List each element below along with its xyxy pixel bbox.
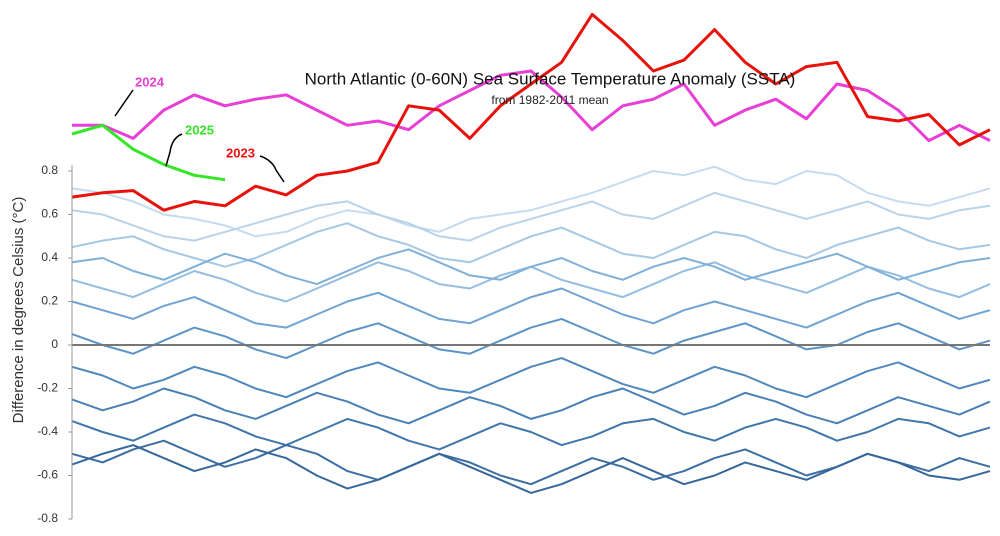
series-line [71,12,991,212]
series-line [71,248,991,286]
lines [71,12,991,494]
leader-line [165,133,183,167]
y-tick-label: -0.4 [37,424,58,438]
y-tick-label: -0.8 [37,511,58,525]
series-line [71,123,226,182]
series-line [72,69,991,143]
series-line [71,413,991,451]
annotation: 2023 [226,145,255,160]
chart-subtitle: from 1982-2011 mean [491,93,608,107]
series-line [71,165,991,238]
y-tick-label: 0 [51,337,58,351]
annotation: 2025 [185,122,214,137]
series-line [71,387,991,425]
y-axis-label: Difference in degrees Celsius (°C) [10,197,27,424]
y-tick-label: -0.2 [37,381,58,395]
series-line [71,191,991,242]
series-line [71,357,991,399]
leader-line [259,155,285,183]
series-line [71,287,991,329]
y-tick-label: 0.6 [41,207,58,221]
y-tick-label: 0.8 [41,163,58,177]
chart-title: North Atlantic (0-60N) Sea Surface Tempe… [305,69,796,88]
annotation: 2024 [135,74,165,89]
y-tick-label: 0.4 [41,250,58,264]
y-tick-label: -0.6 [37,468,58,482]
leader-line [114,89,134,117]
series-line [71,222,991,268]
series-line [71,444,991,494]
y-tick-label: 0.2 [41,294,58,308]
